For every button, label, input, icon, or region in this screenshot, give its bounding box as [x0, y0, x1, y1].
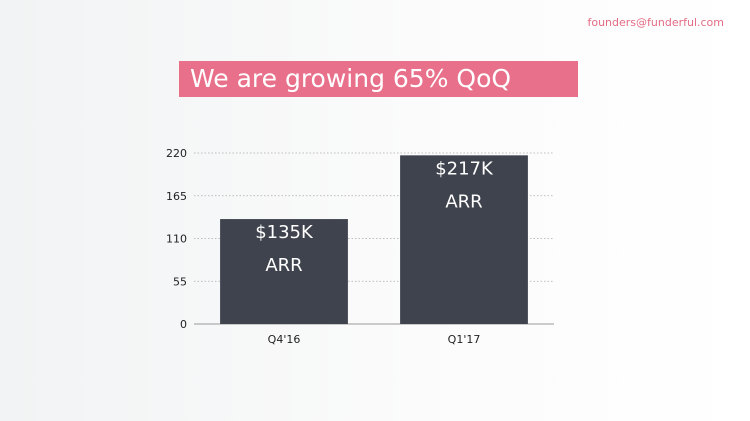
- bar-data-label-1-0: $217K: [435, 158, 494, 179]
- data-labels: $135K ARR $217K ARR: [255, 158, 494, 276]
- bar-1: [400, 155, 528, 324]
- contact-email[interactable]: founders@funderful.com: [587, 16, 724, 29]
- y-tick-label-4: 220: [166, 147, 187, 160]
- bars: [220, 155, 528, 324]
- x-axis-ticks: Q4'16 Q1'17: [268, 333, 481, 346]
- x-tick-label-0: Q4'16: [268, 333, 301, 346]
- x-tick-label-1: Q1'17: [448, 333, 481, 346]
- bar-data-label-0-0: $135K: [255, 222, 314, 243]
- bar-0: [220, 219, 348, 324]
- y-tick-label-1: 55: [173, 275, 187, 288]
- y-tick-label-0: 0: [180, 318, 187, 331]
- bar-data-label-1-1: ARR: [445, 191, 482, 212]
- y-tick-label-2: 110: [166, 233, 187, 246]
- bar-data-label-0-1: ARR: [265, 255, 302, 276]
- y-tick-label-3: 165: [166, 190, 187, 203]
- slide-headline: We are growing 65% QoQ: [179, 61, 578, 97]
- y-axis-ticks: 0 55 110 165 220: [166, 147, 187, 331]
